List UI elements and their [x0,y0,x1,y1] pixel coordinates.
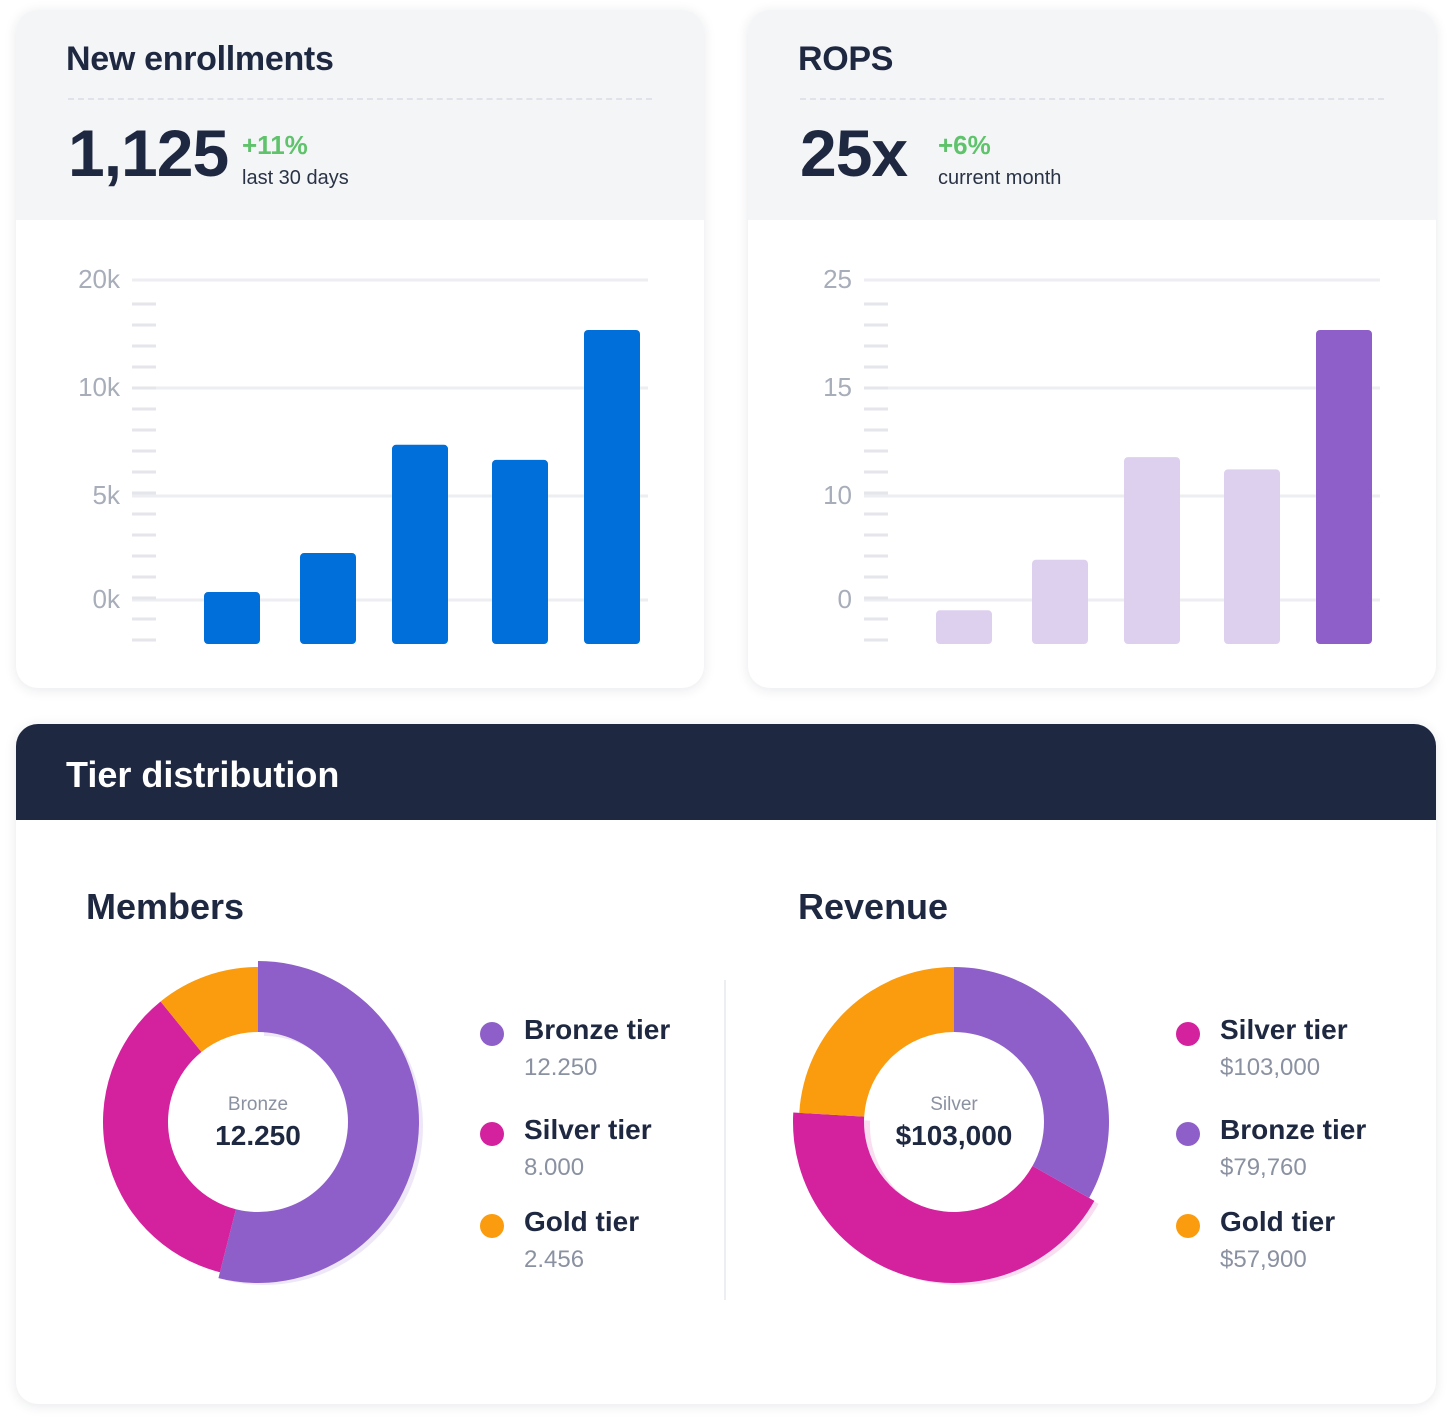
legend-value: 2.456 [524,1246,585,1273]
revenue-center-value: $103,000 [895,1120,1013,1151]
rops-bar-chart: 25 15 10 0 [823,264,1380,644]
rops-period: current month [938,167,1062,189]
divider [68,98,652,100]
revenue-donut-chart [793,967,1109,1285]
legend-name: Gold tier [1220,1206,1336,1237]
y-tick-label: 10 [823,480,852,510]
bar [204,592,260,644]
bar [1032,559,1088,644]
donut-slice [218,961,420,1283]
bar [1124,457,1180,644]
donut-slice [793,1112,1095,1283]
revenue-center-label: Silver [930,1094,978,1115]
rops-value: 25x [800,116,908,190]
bar [1224,469,1280,644]
members-donut-chart [103,961,424,1285]
legend-value: $79,760 [1220,1154,1307,1181]
legend-dot-icon [1176,1022,1200,1046]
enrollments-title: New enrollments [66,40,334,78]
divider [800,98,1384,100]
y-tick-label: 20k [78,264,121,294]
members-center-value: 12.250 [215,1120,301,1151]
bar [936,610,992,644]
legend-value: $103,000 [1220,1054,1321,1081]
bar [300,553,356,644]
legend-value: $57,900 [1220,1246,1307,1273]
revenue-donut-center: Silver $103,000 [854,1094,1054,1152]
bar [1316,330,1372,644]
enrollments-delta: +11% [242,130,308,160]
legend-name: Silver tier [1220,1014,1348,1045]
bar [392,444,448,644]
tier-distribution-card: Tier distribution Members Revenue Bronze… [16,724,1436,1404]
legend-dot-icon [480,1122,504,1146]
rops-title: ROPS [798,40,894,78]
donut-slice [799,967,954,1117]
legend-dot-icon [1176,1122,1200,1146]
legend-name: Bronze tier [524,1014,671,1045]
members-donut-center: Bronze 12.250 [158,1094,358,1152]
legend-value: 8.000 [524,1154,585,1181]
revenue-title: Revenue [798,886,949,927]
y-tick-label: 0k [93,584,121,614]
y-tick-label: 0 [838,584,852,614]
members-title: Members [86,886,245,927]
rops-summary [748,10,1436,220]
enrollments-bar-chart: 20k 10k 5k 0k [78,264,648,644]
y-tick-label: 25 [823,264,852,294]
donut-slice [954,967,1109,1198]
enrollments-summary [16,10,704,220]
bar [584,330,640,644]
rops-delta: +6% [938,130,991,160]
members-center-label: Bronze [227,1094,289,1115]
y-tick-label: 5k [93,480,121,510]
enrollments-period: last 30 days [242,167,349,189]
bar [492,459,548,644]
donut-slice [160,967,258,1052]
tier-header: Tier distribution [16,724,1436,820]
legend-dot-icon [1176,1214,1200,1238]
section-divider [724,980,726,1300]
legend-dot-icon [480,1214,504,1238]
y-tick-label: 10k [78,372,121,402]
enrollments-value: 1,125 [68,116,229,190]
legend-value: 12.250 [524,1054,598,1081]
legend-name: Bronze tier [1220,1114,1367,1145]
y-tick-label: 15 [823,372,852,402]
legend-name: Gold tier [524,1206,640,1237]
donut-slice [103,1001,236,1273]
legend-name: Silver tier [524,1114,652,1145]
rops-card: ROPS 25x +6% current month 25 15 10 0 [748,10,1436,688]
enrollments-card: New enrollments 1,125 +11% last 30 days … [16,10,704,688]
tier-title: Tier distribution [66,754,340,795]
legend-dot-icon [480,1022,504,1046]
